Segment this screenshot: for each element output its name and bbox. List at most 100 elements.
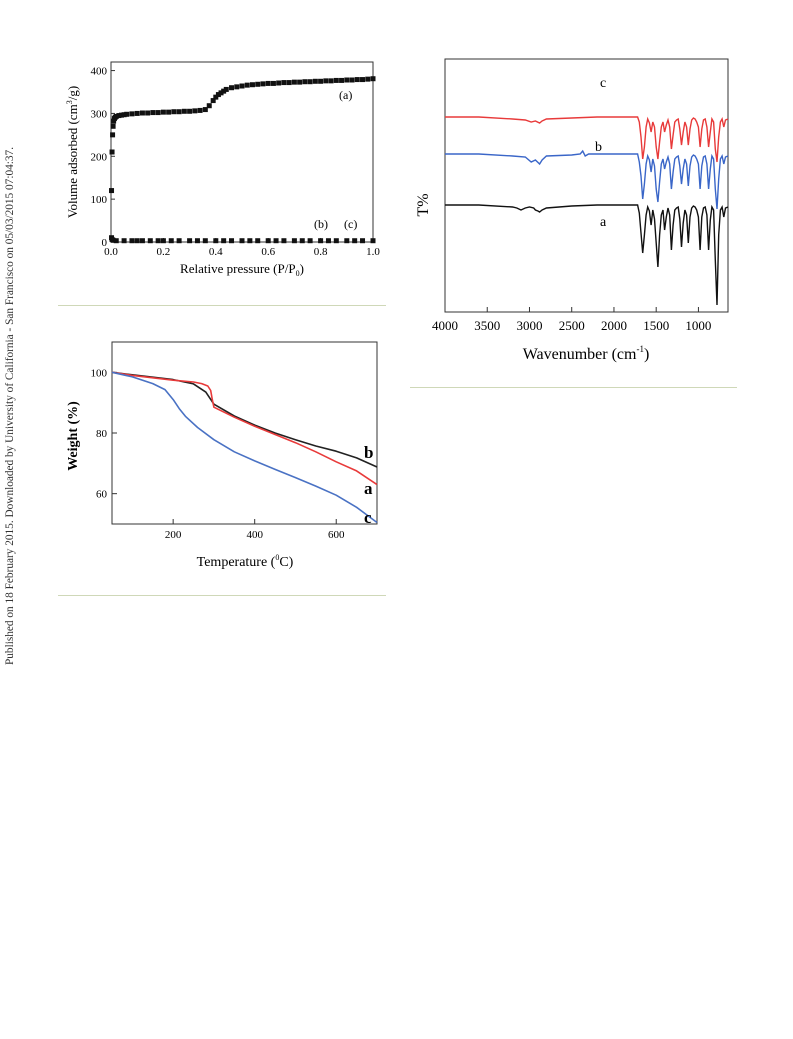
x-tick-label: 4000 (432, 318, 458, 333)
y-axis-label-main: Volume adsorbed (cm (65, 104, 80, 218)
data-point-bc (121, 238, 127, 244)
data-point-a (333, 77, 339, 83)
data-point-a (297, 79, 303, 85)
data-point-bc (265, 238, 271, 244)
data-point-a (260, 81, 266, 87)
x-tick-label: 1000 (685, 318, 711, 333)
plot-frame (110, 61, 374, 243)
data-point-bc (194, 238, 200, 244)
series-label-a: (a) (339, 88, 352, 102)
series-label-c: (c) (344, 217, 357, 231)
x-axis-label-end: ) (300, 261, 304, 276)
series-label-a: a (600, 215, 607, 230)
data-point-bc (344, 238, 350, 244)
data-point-bc (255, 238, 261, 244)
data-point-a (234, 84, 240, 90)
x-tick-label: 1.0 (366, 246, 380, 258)
data-point-a (210, 98, 216, 104)
x-tick-label: 3500 (474, 318, 500, 333)
data-point-a (109, 149, 115, 155)
x-tick-label: 1500 (643, 318, 669, 333)
series-label-b: b (364, 443, 373, 462)
data-point-a (124, 111, 130, 117)
data-point-a (134, 110, 140, 116)
series-line-b (445, 149, 729, 210)
data-point-bc (160, 238, 166, 244)
y-tick-label: 100 (91, 367, 108, 379)
data-point-a (213, 94, 219, 100)
data-point-bc (281, 238, 287, 244)
data-point-a (281, 80, 287, 86)
data-point-a (265, 80, 271, 86)
series-label-b: (b) (314, 217, 328, 231)
data-point-a (344, 77, 350, 83)
x-axis-label-end: ) (644, 346, 649, 363)
x-tick-label: 2500 (559, 318, 585, 333)
x-tick-label: 200 (165, 529, 182, 541)
data-point-a (318, 78, 324, 84)
data-point-a (109, 188, 115, 194)
y-tick-label: 60 (96, 489, 108, 501)
data-point-a (239, 83, 245, 89)
data-point-a (187, 108, 193, 114)
data-point-bc (110, 237, 116, 243)
data-point-a (202, 107, 208, 113)
x-axis-label-main: Wavenumber (cm (523, 346, 637, 363)
data-point-a (155, 110, 161, 116)
data-point-bc (229, 238, 235, 244)
data-point-bc (168, 238, 174, 244)
x-axis-label-sup: 0 (275, 553, 279, 562)
data-point-bc (360, 238, 366, 244)
data-point-bc (333, 238, 339, 244)
data-point-a (176, 109, 182, 115)
data-point-a (171, 109, 177, 115)
isotherm-chart: 0.0 0.2 0.4 0.6 0.8 1.0 0 100 200 300 400 (a) (b)… (65, 61, 380, 278)
download-stamp-text: Published on 18 February 2015. Downloade… (4, 146, 16, 665)
data-point-a (276, 80, 282, 86)
data-point-a (110, 123, 116, 129)
data-point-a (286, 80, 292, 86)
data-point-bc (202, 238, 208, 244)
data-point-a (221, 88, 227, 94)
data-point-bc (155, 238, 161, 244)
separator-line (410, 387, 737, 388)
data-point-bc (147, 238, 153, 244)
series-label-a: a (364, 479, 373, 498)
data-point-bc (299, 238, 305, 244)
x-tick-label: 0.6 (261, 246, 275, 258)
data-point-bc (291, 238, 297, 244)
tga-chart: 200 400 600 60 80 100 b a c Temperature (0C)… (66, 341, 378, 570)
x-tick-label: 0.0 (104, 246, 118, 258)
data-point-bc (307, 238, 313, 244)
data-point-bc (370, 238, 376, 244)
y-axis-label-sup: 3 (65, 100, 74, 104)
x-axis-label: Relative pressure (P/P0) (180, 261, 304, 278)
plot-frame (444, 58, 729, 313)
data-point-a (129, 111, 135, 117)
data-point-a (244, 82, 250, 88)
x-tick-label: 2000 (601, 318, 627, 333)
data-point-bc (221, 238, 227, 244)
data-point-bc (352, 238, 358, 244)
data-point-a (118, 112, 124, 118)
data-point-a (166, 109, 172, 115)
data-point-bc (273, 238, 279, 244)
y-tick-label: 300 (91, 108, 108, 120)
y-tick-label: 80 (96, 428, 108, 440)
y-tick-label: 200 (91, 151, 108, 163)
data-point-a (312, 78, 318, 84)
x-tick-label: 400 (246, 529, 263, 541)
data-point-a (302, 79, 308, 85)
y-axis-label: Weight (%) (66, 401, 81, 471)
data-point-a (215, 92, 221, 98)
data-point-a (113, 113, 119, 119)
x-axis-label-sub: 0 (296, 269, 300, 278)
x-tick-label: 0.8 (314, 246, 328, 258)
data-point-a (197, 107, 203, 113)
data-point-a (192, 108, 198, 114)
series-label-c: c (600, 76, 606, 91)
y-axis-label-end: /g) (65, 86, 80, 100)
data-point-a (150, 110, 156, 116)
data-point-bc (113, 238, 119, 244)
data-point-a (206, 103, 212, 109)
